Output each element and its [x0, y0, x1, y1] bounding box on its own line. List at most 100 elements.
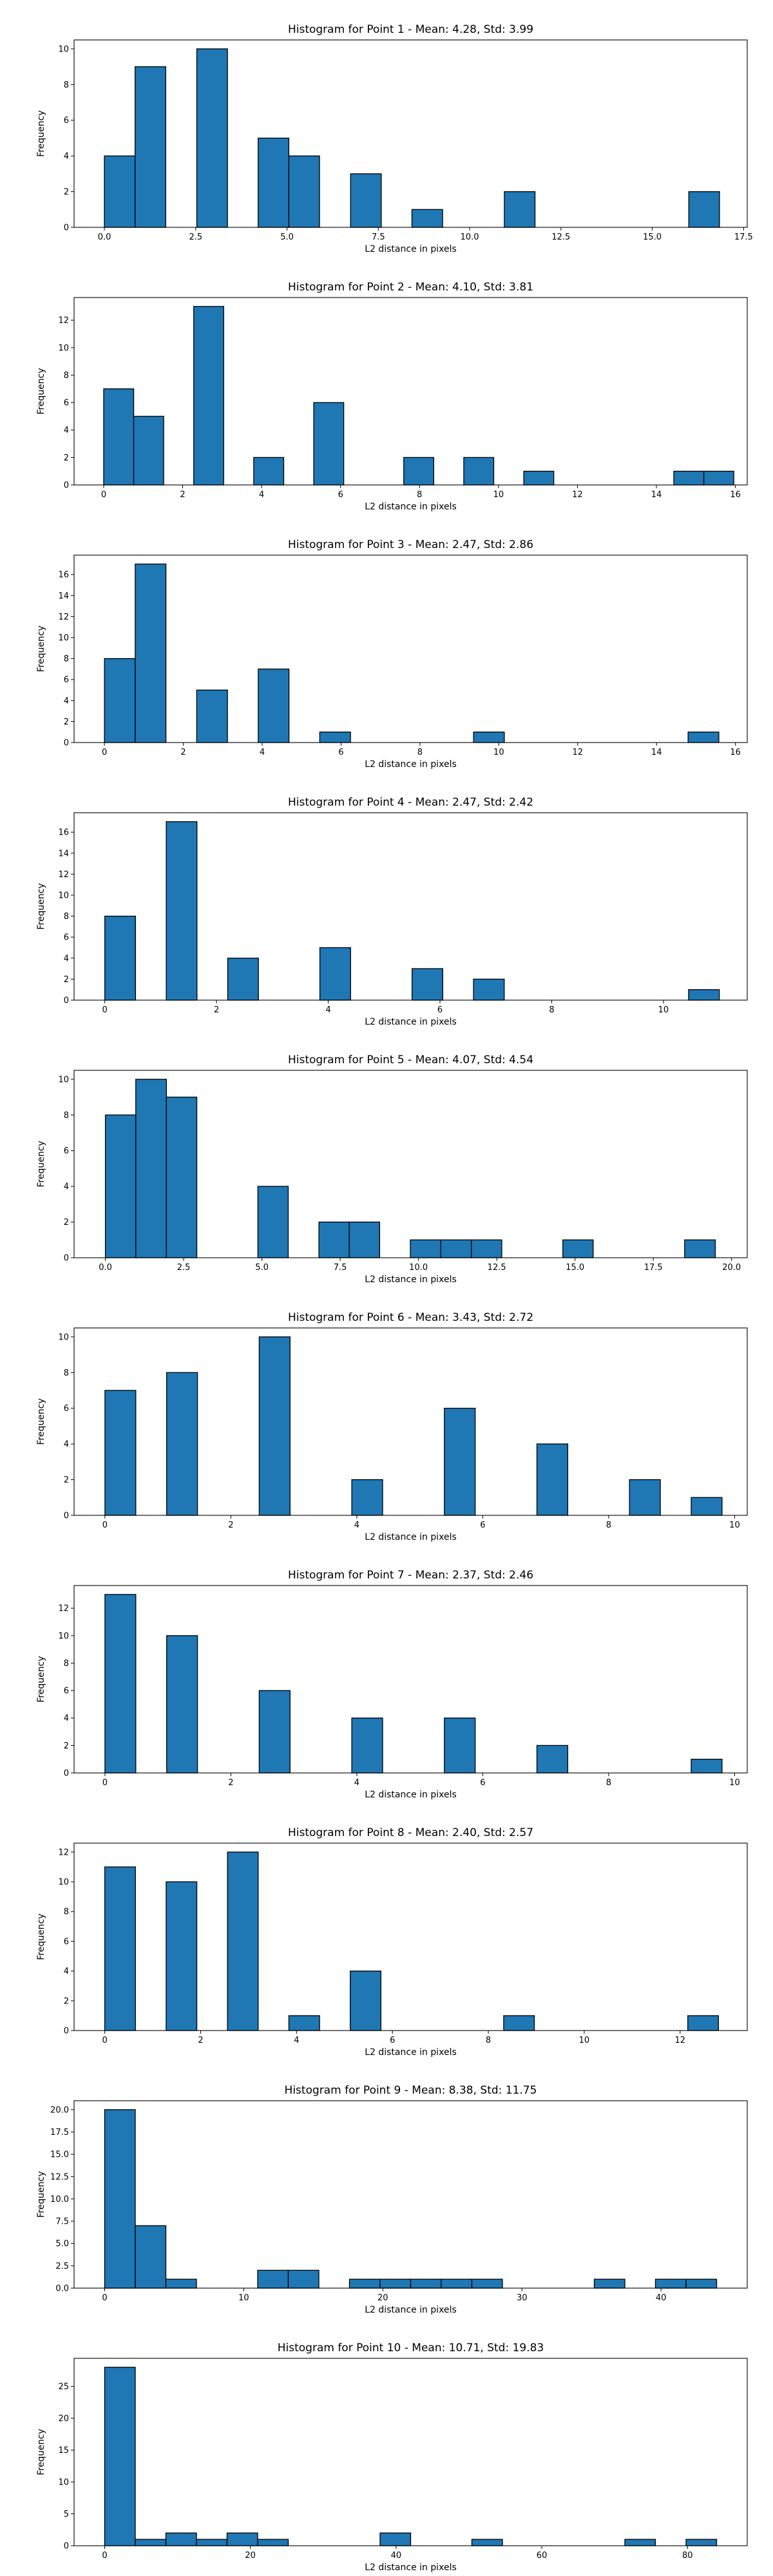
x-tick-label: 12.5: [488, 1263, 506, 1273]
bars: [104, 1852, 719, 2031]
histogram-bar: [287, 2269, 320, 2289]
y-tick-label: 20.0: [50, 2105, 69, 2115]
y-tick-label: 10: [58, 2478, 69, 2488]
y-tick-label: 0: [64, 1511, 69, 1521]
plot-frame: [73, 2100, 748, 2289]
x-tick-label: 15.0: [643, 232, 662, 242]
x-axis-label: L2 distance in pixels: [365, 2305, 457, 2315]
bars: [104, 2367, 718, 2546]
x-tick-label: 4: [354, 1778, 359, 1788]
y-tick-label: 2: [64, 453, 69, 463]
y-axis-label: Frequency: [36, 1656, 46, 1702]
x-tick-label: 8: [606, 1778, 611, 1788]
histogram-bar: [673, 471, 705, 486]
histogram-bar: [503, 2015, 535, 2031]
histogram-bar: [104, 155, 136, 228]
x-axis-label: L2 distance in pixels: [365, 502, 457, 512]
histogram-bar: [104, 1114, 137, 1258]
y-tick-label: 25: [58, 2382, 69, 2392]
x-tick-label: 20: [377, 2293, 388, 2303]
y-tick-label: 0: [64, 481, 69, 491]
y-tick-label: 14: [58, 591, 69, 601]
y-tick-label: 0: [64, 1254, 69, 1264]
y-tick-label: 12: [58, 612, 69, 622]
histogram-bar: [166, 1635, 198, 1774]
y-tick-label: 8: [64, 1368, 69, 1378]
y-tick-label: 12: [58, 870, 69, 880]
histogram-bar: [258, 1690, 291, 1774]
y-tick-label: 10: [58, 44, 69, 54]
x-tick-label: 4: [354, 1520, 359, 1530]
histogram-bar: [313, 402, 345, 486]
y-tick-label: 4: [64, 1714, 69, 1723]
histogram-bar: [685, 2539, 718, 2546]
x-tick-label: 0: [102, 2293, 107, 2303]
x-tick-label: 6: [338, 748, 343, 757]
histogram-bar: [463, 457, 495, 486]
histogram-bar: [257, 2269, 289, 2289]
x-tick-label: 0: [102, 2036, 107, 2045]
y-tick-label: 16: [58, 571, 69, 580]
x-tick-label: 14: [651, 490, 662, 500]
y-tick-label: 4: [64, 152, 69, 162]
x-tick-label: 12: [675, 2036, 686, 2045]
y-tick-label: 17.5: [50, 2128, 69, 2137]
x-tick-label: 0.0: [98, 232, 111, 242]
chart-title: Histogram for Point 8 - Mean: 2.40, Std:…: [288, 1826, 533, 1839]
x-tick-label: 20.0: [722, 1263, 741, 1273]
histogram-bar: [227, 958, 259, 1001]
histogram-bar: [412, 968, 444, 1001]
y-tick-label: 12: [58, 1604, 69, 1614]
histogram-bar: [441, 2278, 473, 2289]
y-axis-label: Frequency: [36, 625, 46, 672]
histogram-bar: [165, 2532, 197, 2546]
bars: [104, 48, 720, 228]
y-tick-label: 6: [64, 1146, 69, 1156]
histogram-bar: [536, 1745, 569, 1774]
x-tick-label: 80: [682, 2551, 693, 2561]
histogram-bar: [687, 2015, 719, 2031]
x-tick-label: 12: [572, 490, 583, 500]
x-tick-label: 8: [606, 1520, 611, 1530]
x-tick-label: 6: [480, 1520, 485, 1530]
y-tick-label: 6: [64, 676, 69, 685]
histogram-panel-10: Histogram for Point 10 - Mean: 10.71, St…: [36, 2342, 748, 2573]
x-tick-label: 2: [228, 1778, 233, 1788]
x-tick-label: 8: [486, 2036, 491, 2045]
y-tick-label: 0.0: [55, 2284, 69, 2294]
x-tick-label: 4: [259, 490, 264, 500]
y-tick-label: 20: [58, 2414, 69, 2424]
histogram-bar: [258, 668, 290, 743]
histogram-bar: [258, 137, 290, 228]
histogram-bar: [471, 2539, 503, 2546]
histogram-bar: [654, 2278, 687, 2289]
histogram-bar: [629, 1479, 661, 1516]
bars: [103, 306, 734, 486]
y-tick-label: 0: [64, 739, 69, 748]
x-axis-label: L2 distance in pixels: [365, 1274, 457, 1285]
histogram-bar: [166, 1372, 198, 1516]
histogram-bar: [523, 471, 555, 486]
histogram-bar: [165, 2278, 197, 2289]
x-axis-label: L2 distance in pixels: [365, 1532, 457, 1542]
x-tick-label: 40: [391, 2551, 402, 2561]
x-tick-label: 10.0: [461, 232, 479, 242]
histogram-bar: [104, 915, 137, 1001]
x-tick-label: 10: [729, 1520, 740, 1530]
histogram-bar: [593, 2278, 625, 2289]
y-tick-label: 5: [64, 2510, 69, 2519]
x-tick-label: 0: [102, 1520, 108, 1530]
histogram-bar: [562, 1239, 594, 1258]
histogram-bar: [258, 1336, 291, 1516]
chart-title: Histogram for Point 6 - Mean: 3.43, Std:…: [288, 1311, 533, 1324]
histogram-bar: [104, 658, 136, 743]
x-tick-label: 8: [549, 1005, 554, 1015]
y-tick-label: 2: [64, 975, 69, 985]
x-tick-label: 60: [537, 2551, 548, 2561]
y-tick-label: 6: [64, 1404, 69, 1414]
histogram-bar: [350, 1970, 382, 2031]
x-tick-label: 14: [651, 748, 662, 757]
y-tick-label: 8: [64, 371, 69, 381]
histogram-bar: [135, 66, 166, 228]
histogram-bar: [104, 2367, 136, 2546]
